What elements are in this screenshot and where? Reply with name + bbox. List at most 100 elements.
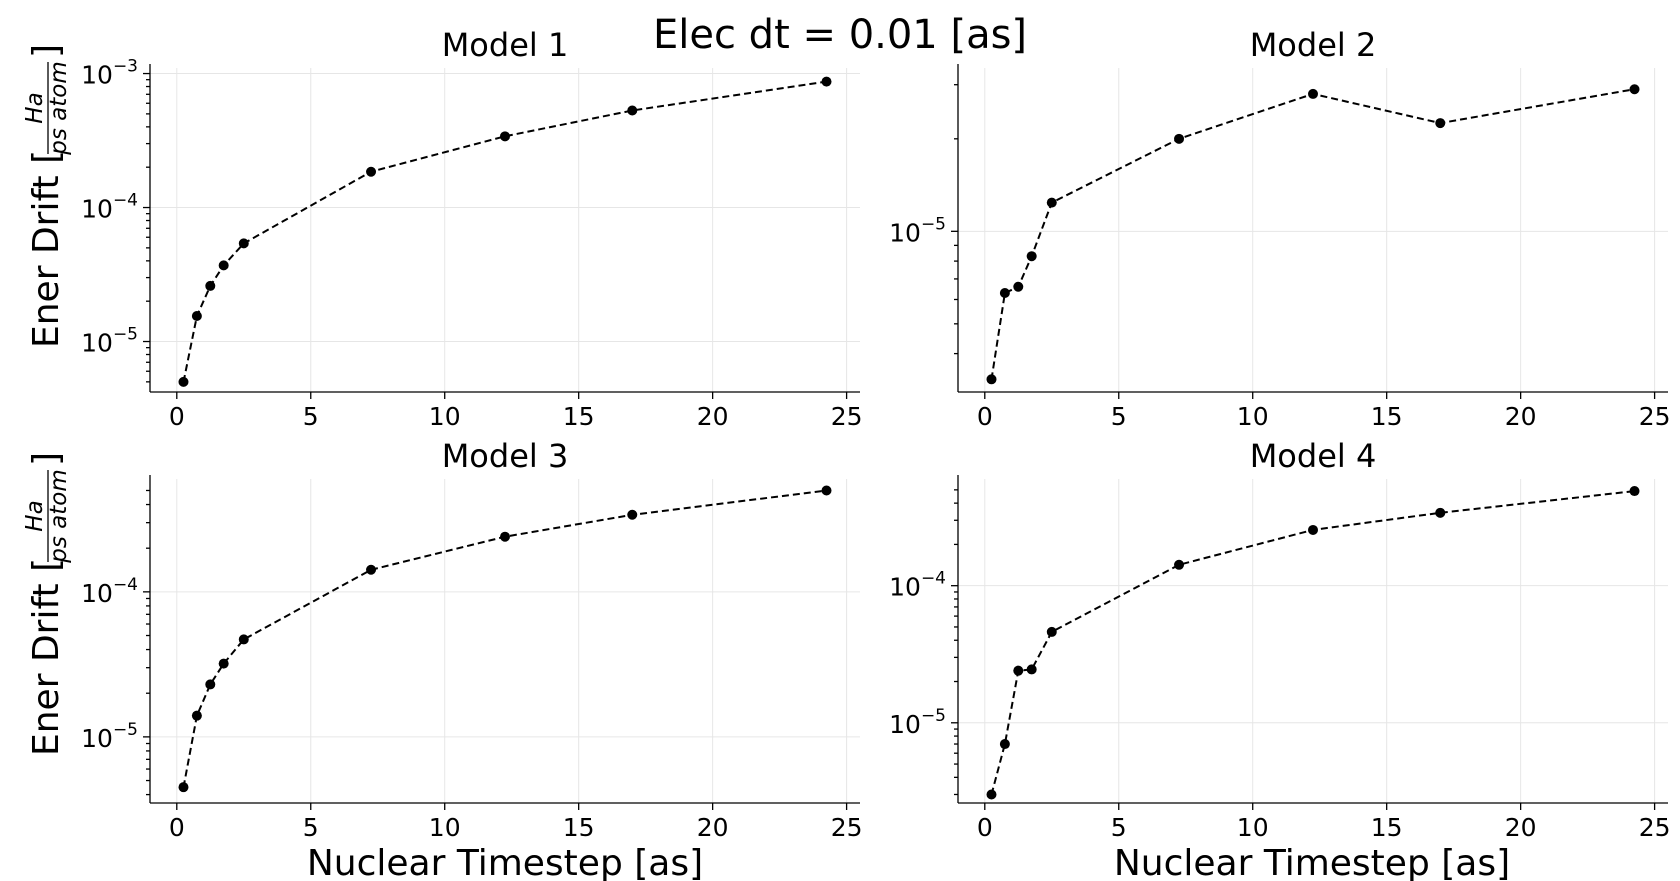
- subplot-2: 0 5 10 15 20 25 10−5 Model 2: [889, 26, 1670, 431]
- x-tick-label: 20: [1505, 813, 1537, 842]
- data-point: [191, 311, 202, 322]
- y-tick-base: 10: [81, 195, 113, 224]
- x-tick-label: 15: [1371, 813, 1403, 842]
- data-point: [500, 131, 510, 142]
- x-tick-label: 25: [1639, 402, 1671, 431]
- data-point: [1026, 664, 1037, 675]
- y-label-denominator: ps atom: [46, 61, 72, 155]
- y-tick-exponent: −5: [921, 706, 946, 726]
- y-label-numerator: Ha: [22, 500, 48, 531]
- x-tick-label: 25: [831, 813, 863, 842]
- x-tick-label: 15: [1371, 402, 1403, 431]
- data-point: [1013, 665, 1024, 676]
- svg-text:Ener Drift [: Ener Drift [: [26, 150, 67, 348]
- y-tick-exponent: −4: [113, 575, 138, 595]
- x-tick-label: 25: [1639, 813, 1671, 842]
- data-point: [366, 166, 377, 177]
- data-point: [1174, 133, 1185, 144]
- y-axis-label-bottom: Ener Drift [ Ha ps atom ]: [22, 452, 72, 756]
- y-label-suffix: ]: [26, 44, 67, 58]
- data-point: [986, 789, 997, 800]
- y-tick-base: 10: [81, 579, 113, 608]
- x-tick-label: 10: [429, 402, 461, 431]
- data-point: [191, 710, 202, 721]
- grid: [150, 479, 860, 803]
- y-tick-base: 10: [81, 61, 113, 90]
- x-tick-label: 5: [1111, 402, 1127, 431]
- data-point: [1308, 88, 1318, 99]
- x-tick-label: 10: [1237, 402, 1269, 431]
- x-tick-label: 0: [977, 402, 993, 431]
- y-tick-base: 10: [81, 329, 113, 358]
- y-tick-exponent: −5: [113, 720, 138, 740]
- data-point: [1013, 281, 1024, 292]
- x-tick-label: 5: [1111, 813, 1127, 842]
- y-tick-label: 10−4: [889, 569, 946, 602]
- data-point: [218, 658, 229, 669]
- y-tick-label: 10−5: [81, 720, 138, 753]
- y-tick-exponent: −3: [113, 57, 138, 77]
- y-tick-exponent: −4: [113, 191, 138, 211]
- y-tick-base: 10: [889, 573, 921, 602]
- x-tick-label: 10: [429, 813, 461, 842]
- grid: [958, 479, 1668, 803]
- subplot-title: Model 4: [1250, 437, 1377, 475]
- x-tick-label: 20: [697, 402, 729, 431]
- series-line: [990, 88, 1635, 380]
- x-tick-label: 20: [1505, 402, 1537, 431]
- data-point: [205, 280, 216, 291]
- data-point: [821, 485, 832, 496]
- grid: [958, 68, 1668, 392]
- series-line: [182, 489, 827, 788]
- y-tick-label: 10−5: [889, 706, 946, 739]
- data-point: [1629, 84, 1640, 95]
- x-axis-label-left: Nuclear Timestep [as]: [307, 843, 703, 881]
- y-tick-label: 10−3: [81, 57, 138, 90]
- data-point: [1435, 118, 1446, 129]
- y-tick-base: 10: [889, 218, 921, 247]
- data-point: [1026, 251, 1037, 262]
- x-tick-label: 15: [563, 813, 595, 842]
- series-line: [990, 490, 1635, 795]
- y-tick-label: 10−5: [889, 214, 946, 247]
- subplot-title: Model 1: [442, 26, 569, 64]
- y-tick-label: 10−4: [81, 575, 138, 608]
- data-point: [1046, 626, 1057, 637]
- x-tick-label: 25: [831, 402, 863, 431]
- data-point: [986, 374, 997, 385]
- series-line: [182, 80, 827, 383]
- data-point: [999, 287, 1010, 298]
- x-tick-label: 0: [169, 813, 185, 842]
- data-point: [1174, 559, 1185, 570]
- y-tick-label: 10−5: [81, 325, 138, 358]
- x-tick-label: 0: [977, 813, 993, 842]
- x-tick-label: 10: [1237, 813, 1269, 842]
- grid: [150, 68, 860, 392]
- y-label-prefix: Ener Drift [: [26, 558, 67, 756]
- data-point: [205, 679, 216, 690]
- y-tick-base: 10: [81, 724, 113, 753]
- data-point: [500, 531, 510, 542]
- y-label-denominator: ps atom: [46, 469, 72, 563]
- data-point: [238, 634, 249, 645]
- subplot-title: Model 3: [442, 437, 569, 475]
- data-point: [1046, 197, 1057, 208]
- data-point: [1629, 486, 1640, 497]
- data-point: [627, 509, 638, 520]
- x-tick-label: 20: [697, 813, 729, 842]
- subplot-title: Model 2: [1250, 26, 1377, 64]
- data-point: [1435, 507, 1446, 518]
- data-point: [366, 564, 377, 575]
- data-point: [821, 76, 832, 87]
- y-tick-base: 10: [889, 710, 921, 739]
- y-tick-exponent: −5: [113, 325, 138, 345]
- y-tick-exponent: −4: [921, 569, 946, 589]
- x-tick-label: 5: [303, 402, 319, 431]
- y-label-prefix: Ener Drift [: [26, 150, 67, 348]
- data-point: [238, 238, 249, 249]
- data-point: [178, 376, 189, 387]
- x-tick-label: 0: [169, 402, 185, 431]
